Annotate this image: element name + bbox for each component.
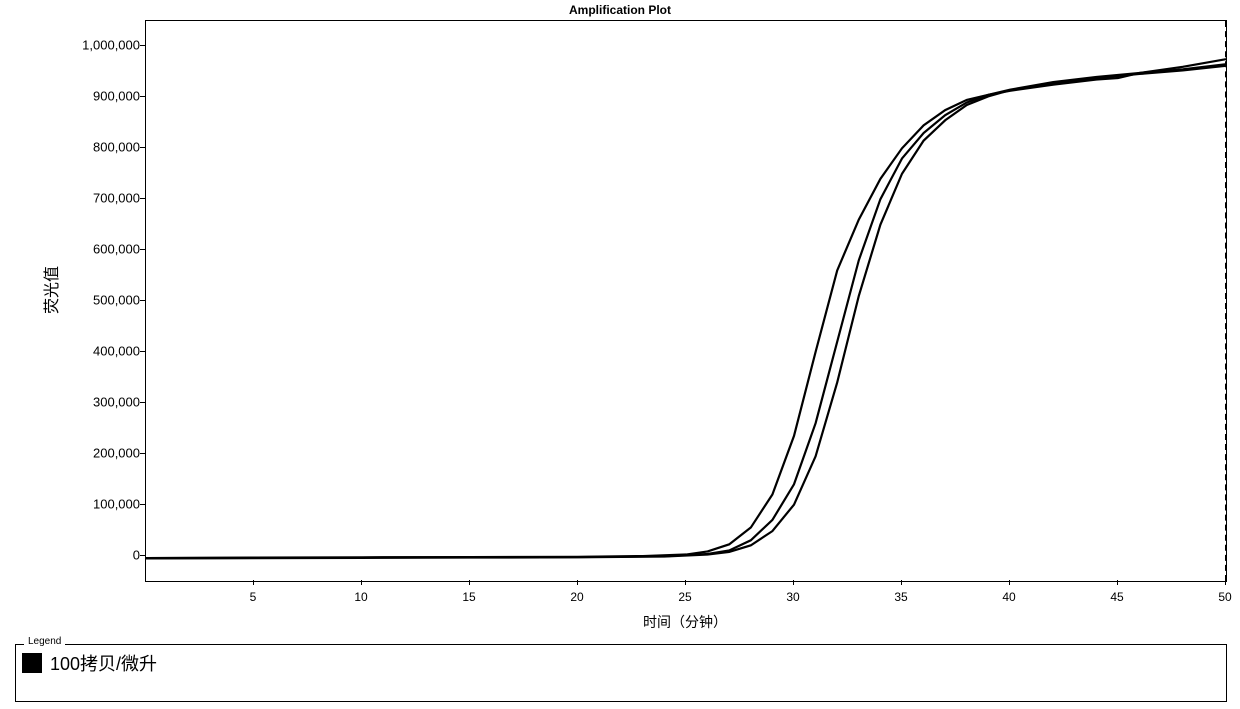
y-tick-label: 500,000: [60, 293, 140, 308]
y-tick-label: 1,000,000: [60, 38, 140, 53]
y-tick-label: 100,000: [60, 496, 140, 511]
y-tick-label: 400,000: [60, 343, 140, 358]
x-tick-label: 15: [449, 590, 489, 604]
x-tick-label: 30: [773, 590, 813, 604]
x-tick-label: 40: [989, 590, 1029, 604]
y-tick-label: 0: [60, 547, 140, 562]
legend-entry: 100拷贝/微升: [22, 650, 157, 676]
legend-box: [15, 644, 1227, 702]
y-axis-label: 荧光值: [38, 266, 62, 314]
y-tick-label: 800,000: [60, 140, 140, 155]
x-tick-label: 10: [341, 590, 381, 604]
chart-title: Amplification Plot: [0, 3, 1240, 17]
plot-area: [145, 20, 1227, 582]
x-axis-label: 时间（分钟）: [145, 612, 1225, 632]
series-line: [146, 64, 1226, 558]
y-tick-label: 700,000: [60, 191, 140, 206]
x-tick-label: 25: [665, 590, 705, 604]
legend-swatch: [22, 653, 42, 673]
y-tick-label: 600,000: [60, 242, 140, 257]
x-tick-label: 5: [233, 590, 273, 604]
page-root: Amplification Plot 荧光值 0 100,000 200,000 30…: [0, 0, 1240, 709]
curves-svg: [146, 21, 1226, 581]
x-tick-label: 50: [1205, 590, 1240, 604]
y-axis-label-wrap: 荧光值: [40, 0, 60, 580]
legend-label: 100拷贝/微升: [50, 650, 157, 676]
legend-title: Legend: [24, 636, 65, 647]
x-tick-label: 45: [1097, 590, 1137, 604]
series-line: [146, 66, 1226, 559]
series-line: [146, 59, 1226, 558]
x-tick-label: 20: [557, 590, 597, 604]
y-tick-label: 900,000: [60, 89, 140, 104]
x-tick-label: 35: [881, 590, 921, 604]
y-tick-label: 300,000: [60, 394, 140, 409]
y-tick-label: 200,000: [60, 445, 140, 460]
